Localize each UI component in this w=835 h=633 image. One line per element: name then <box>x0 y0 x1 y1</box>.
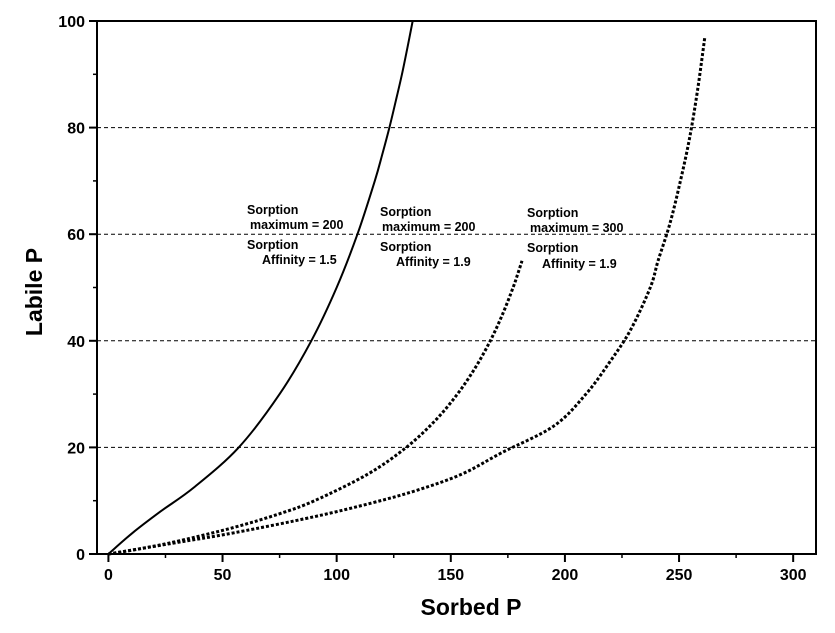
annotation-1-line-3: Sorption <box>247 238 298 252</box>
series-line-2 <box>108 260 524 556</box>
y-tick-label-100: 100 <box>58 14 85 31</box>
x-tick-label-100: 100 <box>323 567 350 584</box>
annotation-2-line-1: Sorption <box>380 205 431 219</box>
annotation-2-line-3: Sorption <box>380 240 431 254</box>
x-tick-label-200: 200 <box>552 567 579 584</box>
annotation-curve-3: Sorption maximum = 300 Sorption Affinity… <box>527 206 624 271</box>
annotation-3-line-1: Sorption <box>527 206 578 220</box>
annotation-2-line-2: maximum = 200 <box>382 220 476 234</box>
annotation-1-line-2: maximum = 200 <box>250 218 344 232</box>
annotation-1-line-4: Affinity = 1.5 <box>262 253 337 267</box>
annotation-1-line-1: Sorption <box>247 203 298 217</box>
y-tick-label-0: 0 <box>76 547 85 564</box>
x-tick-label-300: 300 <box>780 567 807 584</box>
series-line-1 <box>107 20 414 555</box>
tick-labels: 0 20 40 60 80 100 0 50 100 150 200 250 300 <box>58 14 806 584</box>
annotation-curve-2: Sorption maximum = 200 Sorption Affinity… <box>380 205 476 269</box>
x-tick-label-50: 50 <box>214 567 232 584</box>
y-tick-label-60: 60 <box>67 227 85 244</box>
series-line-3 <box>108 36 707 556</box>
y-tick-label-40: 40 <box>67 334 85 351</box>
annotation-3-line-4: Affinity = 1.9 <box>542 257 617 271</box>
annotation-3-line-3: Sorption <box>527 241 578 255</box>
x-tick-label-250: 250 <box>666 567 693 584</box>
y-axis-title: Labile P <box>21 248 47 336</box>
gridlines <box>97 127 816 448</box>
y-tick-label-20: 20 <box>67 440 85 457</box>
tick-marks <box>89 20 795 562</box>
x-tick-label-0: 0 <box>104 567 113 584</box>
x-tick-label-150: 150 <box>437 567 464 584</box>
y-tick-label-80: 80 <box>67 121 85 138</box>
annotation-curve-1: Sorption maximum = 200 Sorption Affinity… <box>247 203 344 267</box>
series-group <box>107 20 707 556</box>
annotation-2-line-4: Affinity = 1.9 <box>396 255 471 269</box>
annotation-3-line-2: maximum = 300 <box>530 221 624 235</box>
x-axis-title: Sorbed P <box>421 594 522 620</box>
plot-frame <box>96 20 817 555</box>
